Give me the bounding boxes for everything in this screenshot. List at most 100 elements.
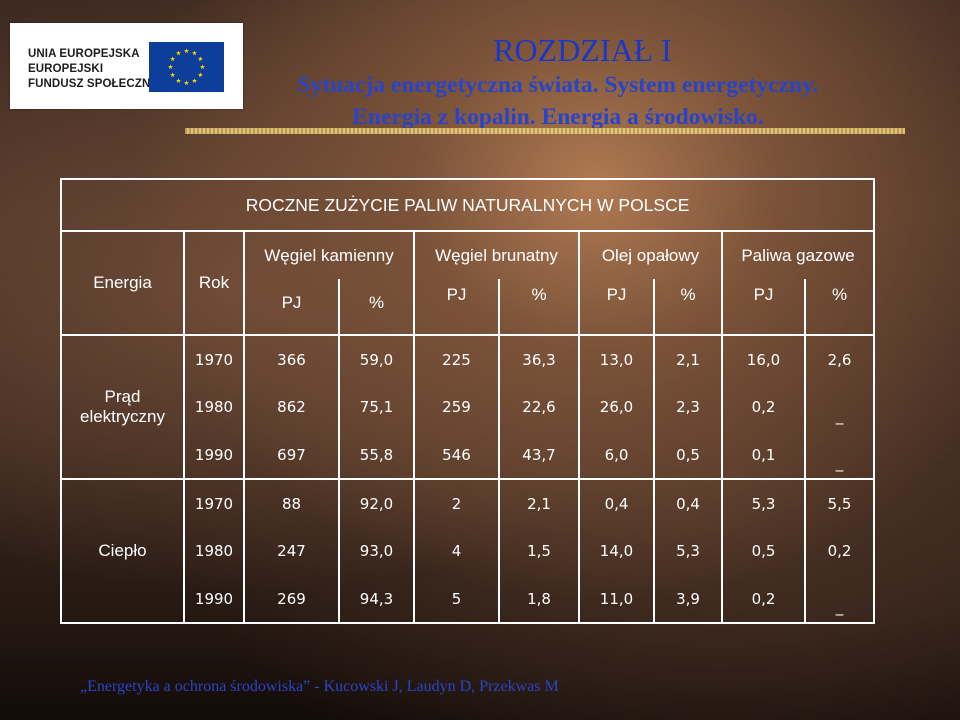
value-cell: 0,5: [721, 527, 806, 575]
value-cell: 225: [413, 334, 500, 383]
table-row: Ciepło 1970 88 92,0 2 2,1 0,4 0,4 5,3 5,5: [60, 478, 876, 624]
unit-pj: PJ: [721, 279, 806, 336]
value-cell: 36,3: [498, 334, 580, 383]
star-icon: [176, 78, 181, 83]
value-cell: 259: [413, 383, 500, 431]
year-cell: 1970: [183, 478, 245, 527]
value-cell: 1,8: [498, 575, 580, 624]
value-cell: 2,3: [653, 383, 723, 431]
value-cell: 0,5: [653, 431, 723, 480]
unit-pj: PJ: [413, 279, 500, 336]
value-cell: 0,2: [721, 575, 806, 624]
value-cell: 22,6: [498, 383, 580, 431]
value-cell: 546: [413, 431, 500, 480]
value-cell: 862: [243, 383, 340, 431]
star-icon: [170, 56, 176, 62]
logo-line-3: FUNDUSZ SPOŁECZNY: [28, 78, 159, 90]
value-cell: 0,2: [803, 527, 876, 575]
energy-type-label: Ciepło: [60, 478, 185, 624]
logo-text: UNIA EUROPEJSKA EUROPEJSKI FUNDUSZ SPOŁE…: [28, 47, 158, 92]
subtitle-line-1: Sytuacja energetyczna świata. System ene…: [297, 72, 819, 98]
value-cell: 5,3: [653, 527, 723, 575]
value-cell: 0,1: [721, 431, 806, 480]
value-cell: 269: [243, 575, 340, 624]
energy-type-line-1: Prąd: [104, 387, 141, 406]
chapter-title: ROZDZIAŁ I: [493, 32, 672, 68]
value-cell: _: [803, 575, 876, 624]
value-cell: _: [803, 383, 876, 431]
subtitle-line-2: Energia z kopalin. Energia a środowisko.: [352, 104, 764, 130]
title-divider: [185, 128, 905, 134]
unit-pj: PJ: [578, 279, 655, 336]
star-icon: [200, 64, 205, 70]
value-cell: 88: [243, 478, 340, 527]
year-cell: 1970: [183, 334, 245, 383]
fuel-consumption-table: ROCZNE ZUŻYCIE PALIW NATURALNYCH W POLSC…: [59, 178, 876, 624]
unit-percent: %: [803, 279, 876, 336]
unit-percent: %: [338, 279, 415, 336]
footer-citation: „Energetyka a ochrona środowiska” - Kuco…: [80, 678, 559, 695]
value-cell: 0,2: [721, 383, 806, 431]
star-icon: [197, 56, 203, 62]
table-caption-row: ROCZNE ZUŻYCIE PALIW NATURALNYCH W POLSC…: [59, 178, 876, 232]
energy-type-label: Prąd elektryczny: [60, 334, 185, 480]
value-cell: 26,0: [578, 383, 655, 431]
value-cell: _: [803, 431, 876, 480]
value-cell: 0,4: [653, 478, 723, 527]
star-icon: [192, 50, 197, 56]
unit-pj: PJ: [243, 279, 340, 336]
star-icon: [197, 72, 203, 78]
header-wegiel-brunatny: Węgiel brunatny: [413, 230, 580, 279]
value-cell: 75,1: [338, 383, 415, 431]
value-cell: 2,6: [803, 334, 876, 383]
header-olej-opalowy: Olej opałowy: [578, 230, 723, 279]
table-caption: ROCZNE ZUŻYCIE PALIW NATURALNYCH W POLSC…: [59, 178, 876, 232]
value-cell: 5: [413, 575, 500, 624]
table-row: 1980 247 93,0 4 1,5 14,0 5,3 0,5 0,2: [61, 527, 876, 575]
eu-logo: UNIA EUROPEJSKA EUROPEJSKI FUNDUSZ SPOŁE…: [10, 23, 243, 109]
value-cell: 366: [243, 334, 340, 383]
year-cell: 1990: [183, 575, 245, 624]
value-cell: 43,7: [498, 431, 580, 480]
value-cell: 59,0: [338, 334, 415, 383]
value-cell: 2,1: [498, 478, 580, 527]
year-cell: 1980: [183, 383, 245, 431]
table-row: Prąd elektryczny 1970 366 59,0 225 36,3 13,0 2,1…: [60, 334, 876, 480]
value-cell: 247: [243, 527, 340, 575]
header-rok: Rok: [183, 230, 245, 336]
value-cell: 94,3: [338, 575, 415, 624]
eu-flag-icon: [149, 42, 224, 92]
table-row: 1990 269 94,3 5 1,8 11,0 3,9 0,2 _: [61, 575, 876, 624]
value-cell: 2: [413, 478, 500, 527]
value-cell: 1,5: [498, 527, 580, 575]
header-energia: Energia: [60, 230, 185, 336]
star-icon: [192, 78, 197, 83]
logo-line-1: UNIA EUROPEJSKA: [28, 48, 140, 60]
value-cell: 2,1: [653, 334, 723, 383]
value-cell: 697: [243, 431, 340, 480]
energy-type-line-2: elektryczny: [79, 407, 166, 426]
star-icon: [170, 72, 176, 78]
value-cell: 5,5: [803, 478, 876, 527]
fuel-header-row: Energia Rok Węgiel kamienny Węgiel bruna…: [60, 230, 876, 336]
year-cell: 1990: [183, 431, 245, 480]
value-cell: 4: [413, 527, 500, 575]
header-paliwa-gazowe: Paliwa gazowe: [720, 230, 876, 279]
value-cell: 13,0: [578, 334, 655, 383]
logo-line-2: EUROPEJSKI: [28, 63, 104, 75]
value-cell: 5,3: [721, 478, 806, 527]
star-icon: [184, 80, 189, 86]
value-cell: 11,0: [578, 575, 655, 624]
table-row: 1980 862 75,1 259 22,6 26,0 2,3 0,2 _: [61, 383, 876, 431]
value-cell: 3,9: [653, 575, 723, 624]
star-icon: [176, 50, 181, 56]
header-wegiel-kamienny: Węgiel kamienny: [243, 230, 415, 279]
value-cell: 92,0: [338, 478, 415, 527]
table-body: Prąd elektryczny 1970 366 59,0 225 36,3 13,0 2,1…: [60, 334, 876, 624]
value-cell: 0,4: [578, 478, 655, 527]
unit-percent: %: [653, 279, 723, 336]
unit-percent: %: [498, 279, 580, 336]
unit-header-row: PJ % PJ % PJ % PJ %: [61, 279, 876, 336]
value-cell: 6,0: [578, 431, 655, 480]
star-icon: [184, 48, 189, 54]
